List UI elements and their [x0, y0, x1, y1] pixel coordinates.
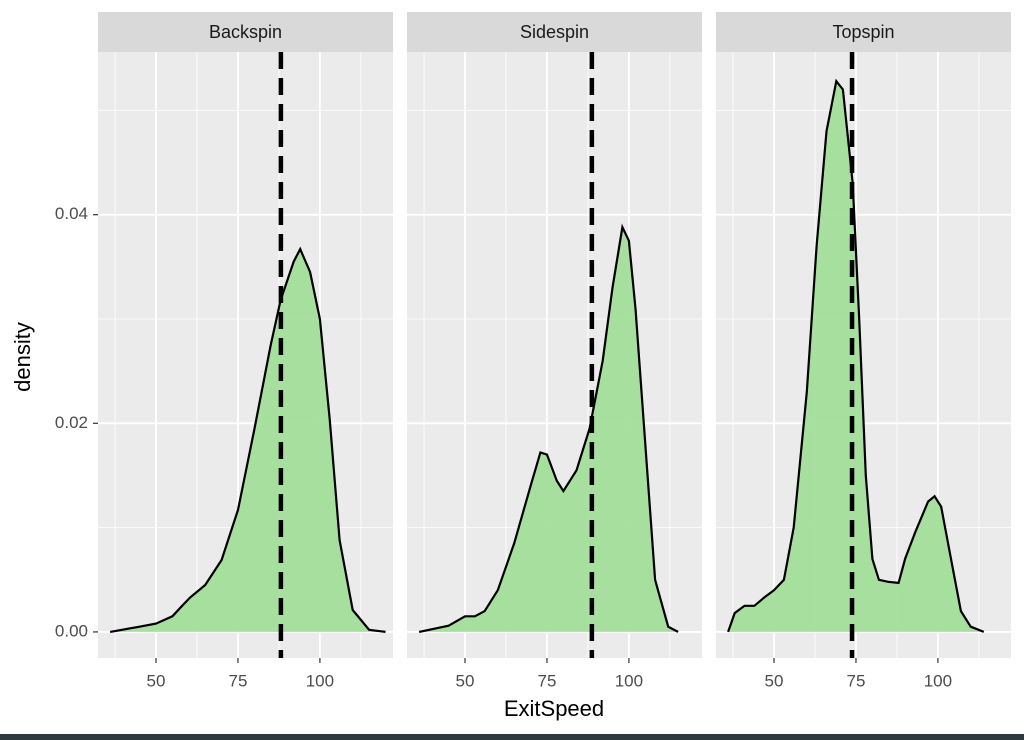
strip-background [407, 12, 702, 52]
x-tick-label: 75 [538, 671, 557, 690]
density-area [728, 81, 984, 632]
strip-background [98, 12, 393, 52]
window-edge [0, 734, 1024, 740]
x-tick-label: 50 [147, 671, 166, 690]
density-line [109, 246, 386, 633]
x-axis-title: ExitSpeed [504, 696, 604, 721]
y-axis-title: density [10, 322, 35, 392]
x-tick-label: 100 [306, 671, 334, 690]
facet-label: Sidespin [520, 22, 589, 42]
x-tick-label: 100 [924, 671, 952, 690]
x-tick-label: 50 [456, 671, 475, 690]
y-tick-label: 0.00 [55, 621, 88, 640]
strip-background [716, 12, 1011, 52]
facet-label: Topspin [832, 22, 894, 42]
y-tick-label: 0.02 [55, 413, 88, 432]
density-area [419, 227, 679, 632]
density-line [727, 78, 985, 633]
x-tick-label: 50 [765, 671, 784, 690]
y-tick-label: 0.04 [55, 204, 88, 223]
x-tick-label: 75 [229, 671, 248, 690]
facet-label: Backspin [209, 22, 282, 42]
density-area [110, 249, 386, 632]
x-tick-label: 100 [615, 671, 643, 690]
density-line [418, 223, 679, 633]
x-tick-label: 75 [847, 671, 866, 690]
